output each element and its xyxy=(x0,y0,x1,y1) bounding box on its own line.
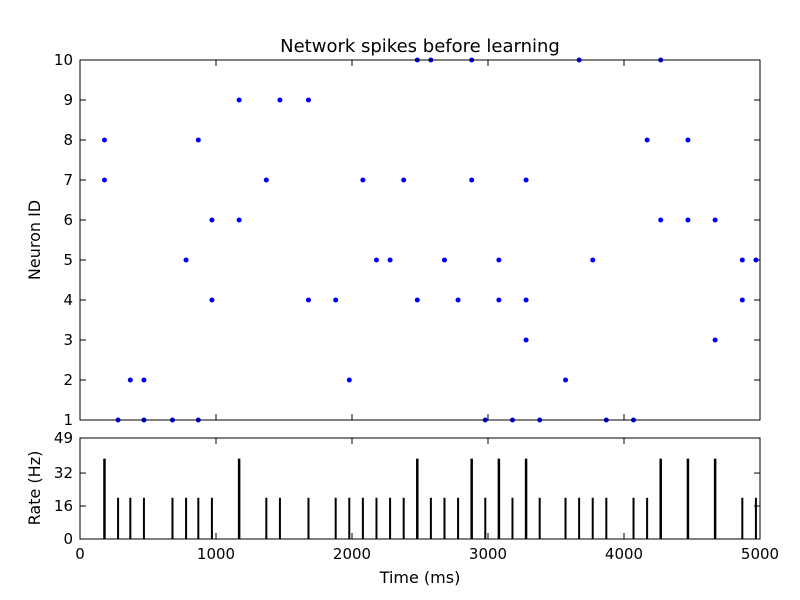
spike-point xyxy=(346,377,352,383)
spike-point xyxy=(101,137,107,143)
raster-y-axis-label: Neuron ID xyxy=(25,200,44,280)
spike-point xyxy=(685,217,691,223)
spike-point xyxy=(414,297,420,303)
spike-point xyxy=(441,257,447,263)
raster-y-tick-label: 8 xyxy=(63,131,73,149)
spike-point xyxy=(387,257,393,263)
spike-point xyxy=(523,177,529,183)
spike-point xyxy=(644,137,650,143)
rate-x-tick-label: 4000 xyxy=(605,545,643,563)
spike-point xyxy=(209,297,215,303)
spike-point xyxy=(523,337,529,343)
rate-y-tick-label: 0 xyxy=(63,530,73,548)
rate-x-axis-label: Time (ms) xyxy=(379,568,461,587)
rate-y-ticks: 0 16 32 49 xyxy=(54,429,760,548)
raster-y-tick-label: 6 xyxy=(63,211,73,229)
raster-y-tick-label: 5 xyxy=(63,251,73,269)
rate-x-tick-label: 5000 xyxy=(741,545,779,563)
spike-point xyxy=(712,217,718,223)
raster-y-tick-label: 7 xyxy=(63,171,73,189)
spike-point xyxy=(127,377,133,383)
spike-point xyxy=(739,297,745,303)
spike-point xyxy=(183,257,189,263)
rate-x-ticks: 0 1000 2000 3000 4000 5000 xyxy=(75,438,779,563)
chart-title: Network spikes before learning xyxy=(280,36,560,57)
raster-y-tick-label: 3 xyxy=(63,331,73,349)
rate-y-tick-label: 16 xyxy=(54,497,73,515)
spike-point xyxy=(236,217,242,223)
spike-point xyxy=(590,257,596,263)
spike-point xyxy=(455,297,461,303)
raster-y-tick-label: 4 xyxy=(63,291,73,309)
spike-point xyxy=(685,137,691,143)
raster-y-tick-label: 2 xyxy=(63,371,73,389)
raster-y-tick-label: 1 xyxy=(63,411,73,429)
rate-y-tick-label: 49 xyxy=(54,429,73,447)
spike-point xyxy=(496,257,502,263)
rate-y-axis-label: Rate (Hz) xyxy=(25,451,44,526)
spike-point xyxy=(523,297,529,303)
rate-bars xyxy=(103,458,757,539)
spike-point xyxy=(263,177,269,183)
spike-point xyxy=(360,177,366,183)
rate-x-tick-label: 0 xyxy=(75,545,85,563)
spike-point xyxy=(753,257,759,263)
spike-point xyxy=(277,97,283,103)
rate-y-tick-label: 32 xyxy=(54,464,73,482)
spike-point xyxy=(739,257,745,263)
raster-y-tick-label: 10 xyxy=(54,51,73,69)
raster-panel: Network spikes before learning 1 2 3 4 5 6 7 8 9… xyxy=(25,36,761,429)
spike-point xyxy=(658,217,664,223)
spike-point xyxy=(496,297,502,303)
spike-point xyxy=(101,177,107,183)
spike-point xyxy=(209,217,215,223)
raster-y-tick-label: 9 xyxy=(63,91,73,109)
spike-point xyxy=(236,97,242,103)
spike-point xyxy=(712,337,718,343)
raster-points xyxy=(101,57,759,423)
spike-point xyxy=(195,137,201,143)
spike-point xyxy=(401,177,407,183)
rate-plot-frame xyxy=(79,437,761,540)
spike-point xyxy=(469,177,475,183)
rate-x-tick-label: 3000 xyxy=(469,545,507,563)
spike-point xyxy=(305,97,311,103)
rate-x-tick-label: 2000 xyxy=(333,545,371,563)
spike-point xyxy=(141,377,147,383)
spike-point xyxy=(563,377,569,383)
raster-plot-frame xyxy=(79,59,761,421)
spike-point xyxy=(333,297,339,303)
spike-point xyxy=(305,297,311,303)
rate-x-tick-label: 1000 xyxy=(197,545,235,563)
spike-point xyxy=(373,257,379,263)
